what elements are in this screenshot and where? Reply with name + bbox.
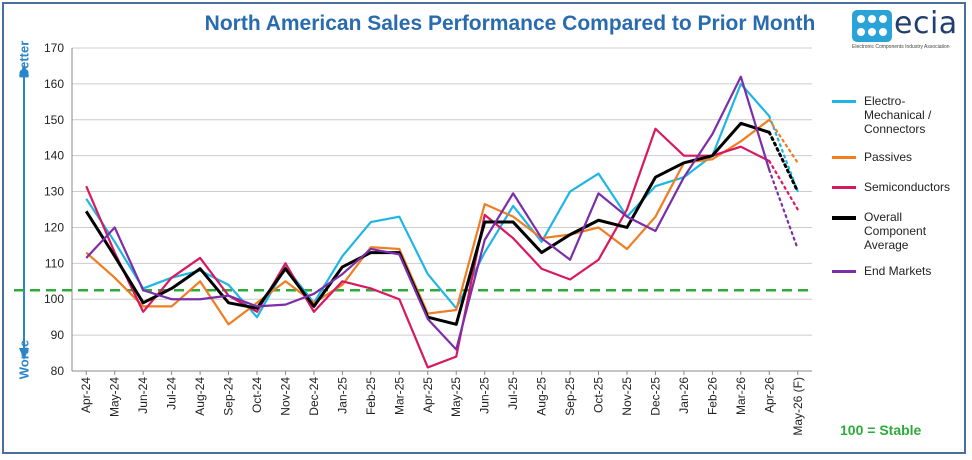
forecast-line-endmarkets bbox=[768, 168, 799, 251]
series-line-overall bbox=[84, 121, 770, 326]
y-tick-label: 90 bbox=[51, 328, 65, 342]
legend-swatch bbox=[832, 100, 856, 103]
series-line-semis bbox=[85, 127, 770, 369]
x-tick-label: Nov-24 bbox=[278, 377, 292, 416]
x-tick-label: May-26 (F) bbox=[791, 377, 805, 436]
ecia-logo-icon bbox=[852, 10, 892, 42]
x-tick-label: Aug-24 bbox=[193, 377, 207, 416]
legend-label: End Markets bbox=[864, 264, 932, 278]
arrow-down-icon bbox=[19, 348, 29, 360]
x-tick-label: Jul-25 bbox=[506, 377, 520, 410]
ecia-logo: ecia Electronic Components Industry Asso… bbox=[852, 6, 962, 54]
x-tick-label: Jan-26 bbox=[677, 377, 691, 414]
chart-title: North American Sales Performance Compare… bbox=[204, 12, 816, 35]
grid-layer bbox=[71, 47, 812, 375]
y-tick-label: 140 bbox=[44, 149, 64, 163]
x-tick-label: Dec-25 bbox=[648, 377, 662, 416]
y-tick-label: 110 bbox=[45, 256, 64, 270]
x-tick-label: Oct-25 bbox=[592, 377, 606, 413]
x-tick-label: Sep-24 bbox=[222, 377, 236, 416]
y-tick-label: 100 bbox=[44, 292, 64, 306]
forecast-line-electro bbox=[768, 115, 799, 193]
x-tick-label: Apr-26 bbox=[762, 377, 776, 413]
x-tick-label: Apr-24 bbox=[79, 377, 93, 413]
legend-label: Overall Component Average bbox=[864, 210, 927, 252]
x-tick-label: Mar-25 bbox=[392, 377, 406, 415]
y-tick-label: 160 bbox=[44, 77, 64, 91]
x-tick-label: Jul-24 bbox=[165, 377, 179, 410]
x-tick-label: Dec-24 bbox=[307, 377, 321, 416]
series-line-endmarkets bbox=[85, 75, 771, 351]
x-tick-label: Oct-24 bbox=[250, 377, 264, 413]
legend: Electro-Mechanical / Connectors Passives S… bbox=[832, 94, 962, 294]
x-tick-labels: Apr-24 May-24 Jun-24 Jul-24 Aug-24 Sep-24 Oct-… bbox=[79, 377, 805, 436]
legend-swatch bbox=[832, 270, 856, 273]
legend-swatch bbox=[832, 186, 856, 189]
logo-subtitle: Electronic Components Industry Associati… bbox=[852, 44, 950, 50]
x-tick-label: Nov-25 bbox=[620, 377, 634, 416]
x-tick-label: May-24 bbox=[108, 377, 122, 417]
x-tick-label: Jun-25 bbox=[478, 377, 492, 414]
y-tick-label: 130 bbox=[44, 185, 64, 199]
series-line-passives bbox=[85, 118, 770, 326]
x-tick-label: Feb-26 bbox=[705, 377, 719, 415]
x-tick-label: Jun-24 bbox=[136, 377, 150, 414]
logo-text: ecia bbox=[894, 6, 958, 41]
arrow-up-icon bbox=[19, 64, 29, 76]
series-line-electro bbox=[85, 82, 771, 319]
y-tick-label: 150 bbox=[44, 113, 64, 127]
legend-swatch bbox=[832, 156, 856, 159]
forecast-line-semis bbox=[768, 159, 799, 211]
x-tick-label: Feb-25 bbox=[364, 377, 378, 415]
forecast-line-overall bbox=[767, 130, 800, 194]
x-tick-label: Apr-25 bbox=[421, 377, 435, 413]
legend-item-endmarkets: End Markets bbox=[832, 264, 962, 294]
legend-label: Passives bbox=[864, 150, 913, 164]
forecast-line-passives bbox=[768, 118, 799, 164]
series-layer bbox=[84, 75, 800, 369]
legend-item-passives: Passives bbox=[832, 150, 962, 180]
legend-item-electro: Electro-Mechanical / Connectors bbox=[832, 94, 962, 150]
x-tick-label: Mar-26 bbox=[734, 377, 748, 415]
x-tick-label: Jan-25 bbox=[335, 377, 349, 414]
x-tick-label: Aug-25 bbox=[535, 377, 549, 416]
y-tick-labels: 80 90 100 110 120 130 140 150 160 170 bbox=[44, 41, 64, 378]
x-tick-label: May-25 bbox=[449, 377, 463, 417]
legend-item-overall: Overall Component Average bbox=[832, 210, 962, 264]
legend-label: Electro-Mechanical / Connectors bbox=[864, 94, 932, 136]
legend-label: Semiconductors bbox=[864, 180, 951, 194]
legend-swatch bbox=[832, 216, 856, 220]
stable-note: 100 = Stable bbox=[840, 422, 922, 438]
legend-item-semis: Semiconductors bbox=[832, 180, 962, 210]
x-tick-label: Sep-25 bbox=[563, 377, 577, 416]
y-tick-label: 120 bbox=[44, 220, 64, 234]
y-tick-label: 170 bbox=[44, 41, 64, 55]
y-tick-label: 80 bbox=[51, 364, 65, 378]
